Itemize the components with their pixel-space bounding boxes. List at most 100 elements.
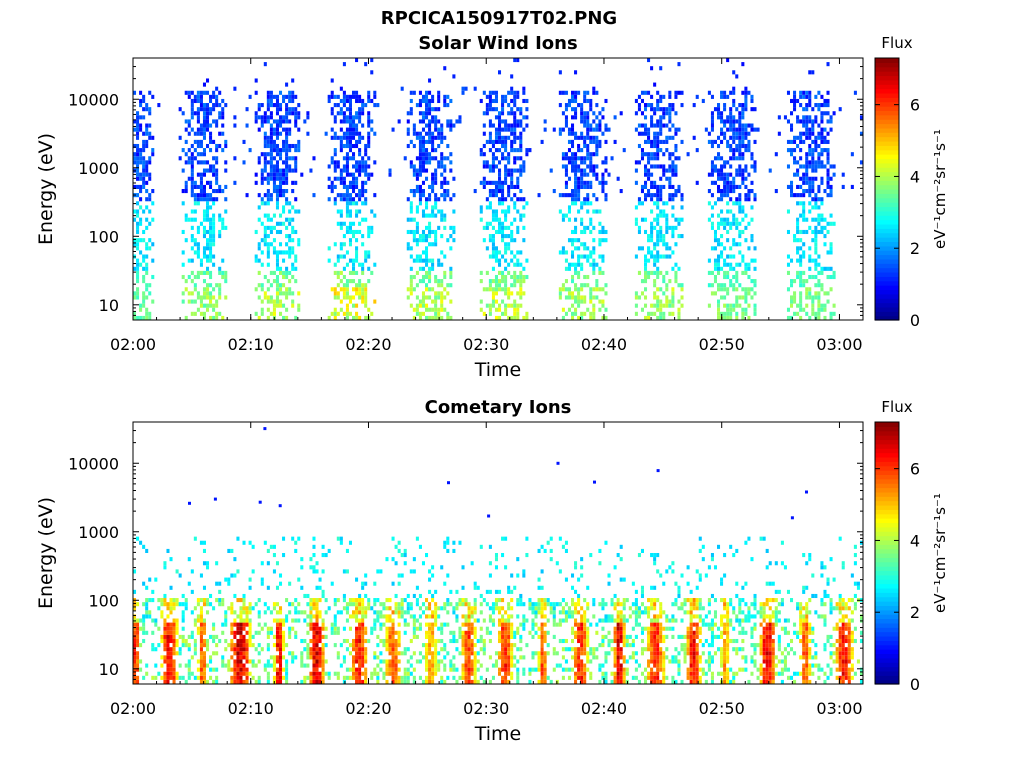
data-cell — [342, 115, 346, 120]
data-cell — [275, 131, 279, 136]
data-cell — [720, 221, 724, 226]
data-cell — [750, 107, 754, 112]
data-cell — [142, 115, 146, 120]
data-cell — [181, 250, 185, 255]
data-cell — [665, 123, 669, 128]
data-cell — [519, 217, 523, 222]
data-cell — [650, 238, 654, 243]
data-cell — [707, 258, 711, 263]
data-cell — [391, 643, 395, 648]
data-cell — [245, 647, 249, 652]
data-cell — [634, 291, 638, 296]
data-cell — [823, 148, 827, 153]
data-cell — [637, 295, 641, 300]
data-cell — [239, 614, 243, 619]
data-cell — [409, 638, 413, 644]
data-cell — [577, 299, 581, 304]
data-cell — [288, 168, 292, 173]
data-cell — [656, 123, 660, 128]
data-cell — [829, 184, 833, 189]
data-cell — [342, 311, 346, 316]
data-cell — [358, 172, 362, 177]
data-cell — [254, 180, 258, 185]
data-cell — [339, 663, 343, 668]
data-cell — [145, 143, 149, 149]
data-cell — [385, 679, 389, 684]
data-cell — [239, 667, 243, 672]
data-cell — [668, 168, 672, 173]
data-cell — [190, 291, 194, 296]
colorbar-segment — [875, 315, 899, 321]
data-cell — [415, 229, 419, 235]
data-cell — [212, 242, 216, 247]
data-cell — [601, 189, 605, 194]
data-cell — [239, 675, 243, 680]
data-cell — [750, 98, 754, 104]
data-cell — [364, 160, 368, 165]
data-cell — [269, 299, 273, 304]
data-cell — [494, 131, 498, 136]
data-cell — [494, 107, 498, 112]
data-cell — [294, 164, 298, 169]
data-cell — [485, 205, 489, 210]
data-cell — [333, 201, 337, 206]
data-cell — [710, 115, 714, 120]
data-cell — [336, 94, 340, 99]
data-cell — [607, 127, 611, 132]
data-cell — [148, 160, 152, 165]
data-cell — [263, 143, 267, 149]
data-cell — [233, 115, 237, 120]
data-cell — [513, 303, 517, 308]
data-cell — [315, 643, 319, 648]
data-cell — [327, 176, 331, 181]
data-cell — [139, 184, 143, 189]
data-cell — [209, 229, 213, 235]
data-cell — [133, 622, 137, 627]
data-cell — [355, 606, 359, 611]
data-cell — [163, 593, 167, 599]
data-cell — [421, 168, 425, 173]
data-cell — [507, 111, 511, 116]
data-cell — [713, 262, 717, 267]
data-cell — [564, 172, 568, 177]
data-cell — [580, 295, 584, 300]
data-cell — [169, 622, 173, 627]
data-cell — [790, 279, 794, 284]
data-cell — [713, 238, 717, 243]
data-cell — [650, 119, 654, 124]
data-cell — [656, 242, 660, 247]
data-cell — [650, 250, 654, 255]
data-cell — [820, 201, 824, 206]
data-cell — [592, 246, 596, 251]
data-cell — [242, 671, 246, 676]
data-cell — [348, 127, 352, 132]
data-cell — [501, 209, 505, 214]
data-cell — [826, 98, 830, 104]
data-cell — [510, 148, 514, 153]
data-cell — [741, 115, 745, 120]
data-cell — [744, 270, 748, 275]
data-cell — [184, 213, 188, 218]
data-cell — [428, 242, 432, 247]
data-cell — [263, 291, 267, 296]
data-cell — [309, 168, 313, 173]
data-cell — [732, 103, 736, 108]
data-cell — [516, 209, 520, 214]
data-cell — [498, 111, 502, 116]
data-cell — [300, 638, 304, 644]
data-cell — [291, 143, 295, 149]
data-cell — [507, 270, 511, 275]
data-cell — [829, 189, 833, 194]
data-cell — [266, 250, 270, 255]
data-cell — [574, 217, 578, 222]
data-cell — [418, 234, 422, 239]
data-cell — [723, 123, 727, 128]
data-cell — [209, 303, 213, 308]
data-cell — [187, 90, 191, 95]
data-cell — [230, 630, 234, 635]
data-cell — [498, 197, 502, 202]
data-cell — [634, 303, 638, 308]
data-cell — [324, 610, 328, 615]
data-cell — [753, 307, 757, 312]
data-cell — [358, 189, 362, 194]
